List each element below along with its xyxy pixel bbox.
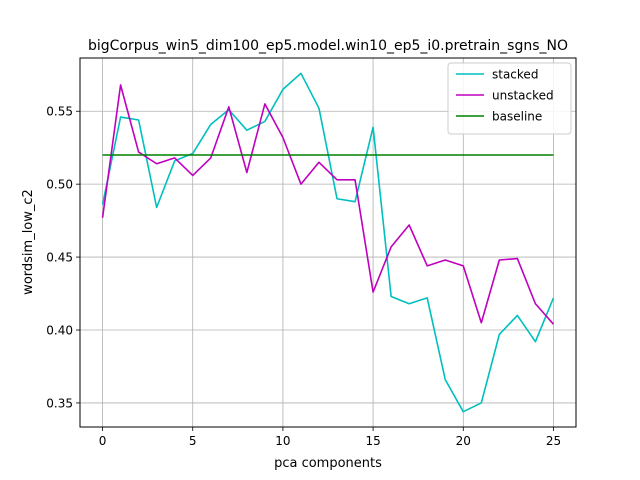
- x-axis-label: pca components: [274, 456, 382, 471]
- legend-label: unstacked: [492, 89, 554, 103]
- y-axis-label: wordsim_low_c2: [21, 189, 36, 295]
- legend-label: stacked: [492, 68, 538, 82]
- x-tick-label: 10: [275, 434, 290, 448]
- y-tick-label: 0.45: [46, 251, 73, 265]
- series-line-unstacked: [101, 84, 555, 325]
- x-tick-label: 25: [546, 434, 561, 448]
- x-tick-label: 0: [99, 434, 107, 448]
- y-tick-label: 0.40: [46, 324, 73, 338]
- legend-label: baseline: [492, 110, 542, 124]
- x-tick-label: 20: [456, 434, 471, 448]
- x-tick-label: 15: [365, 434, 380, 448]
- chart-title: bigCorpus_win5_dim100_ep5.model.win10_ep…: [88, 38, 568, 54]
- y-tick-label: 0.55: [46, 105, 73, 119]
- y-tick-label: 0.35: [46, 396, 73, 410]
- y-tick-label: 0.50: [46, 178, 73, 192]
- series-line-stacked: [101, 72, 555, 413]
- x-axis-ticks: 0 5 10 15 20 25: [99, 427, 561, 448]
- series-layer: [101, 72, 555, 413]
- legend: stacked unstacked baseline: [447, 62, 572, 135]
- y-axis-ticks: 0.35 0.40 0.45 0.50 0.55: [46, 105, 80, 410]
- x-tick-label: 5: [189, 434, 197, 448]
- plot-frame: [79, 57, 577, 428]
